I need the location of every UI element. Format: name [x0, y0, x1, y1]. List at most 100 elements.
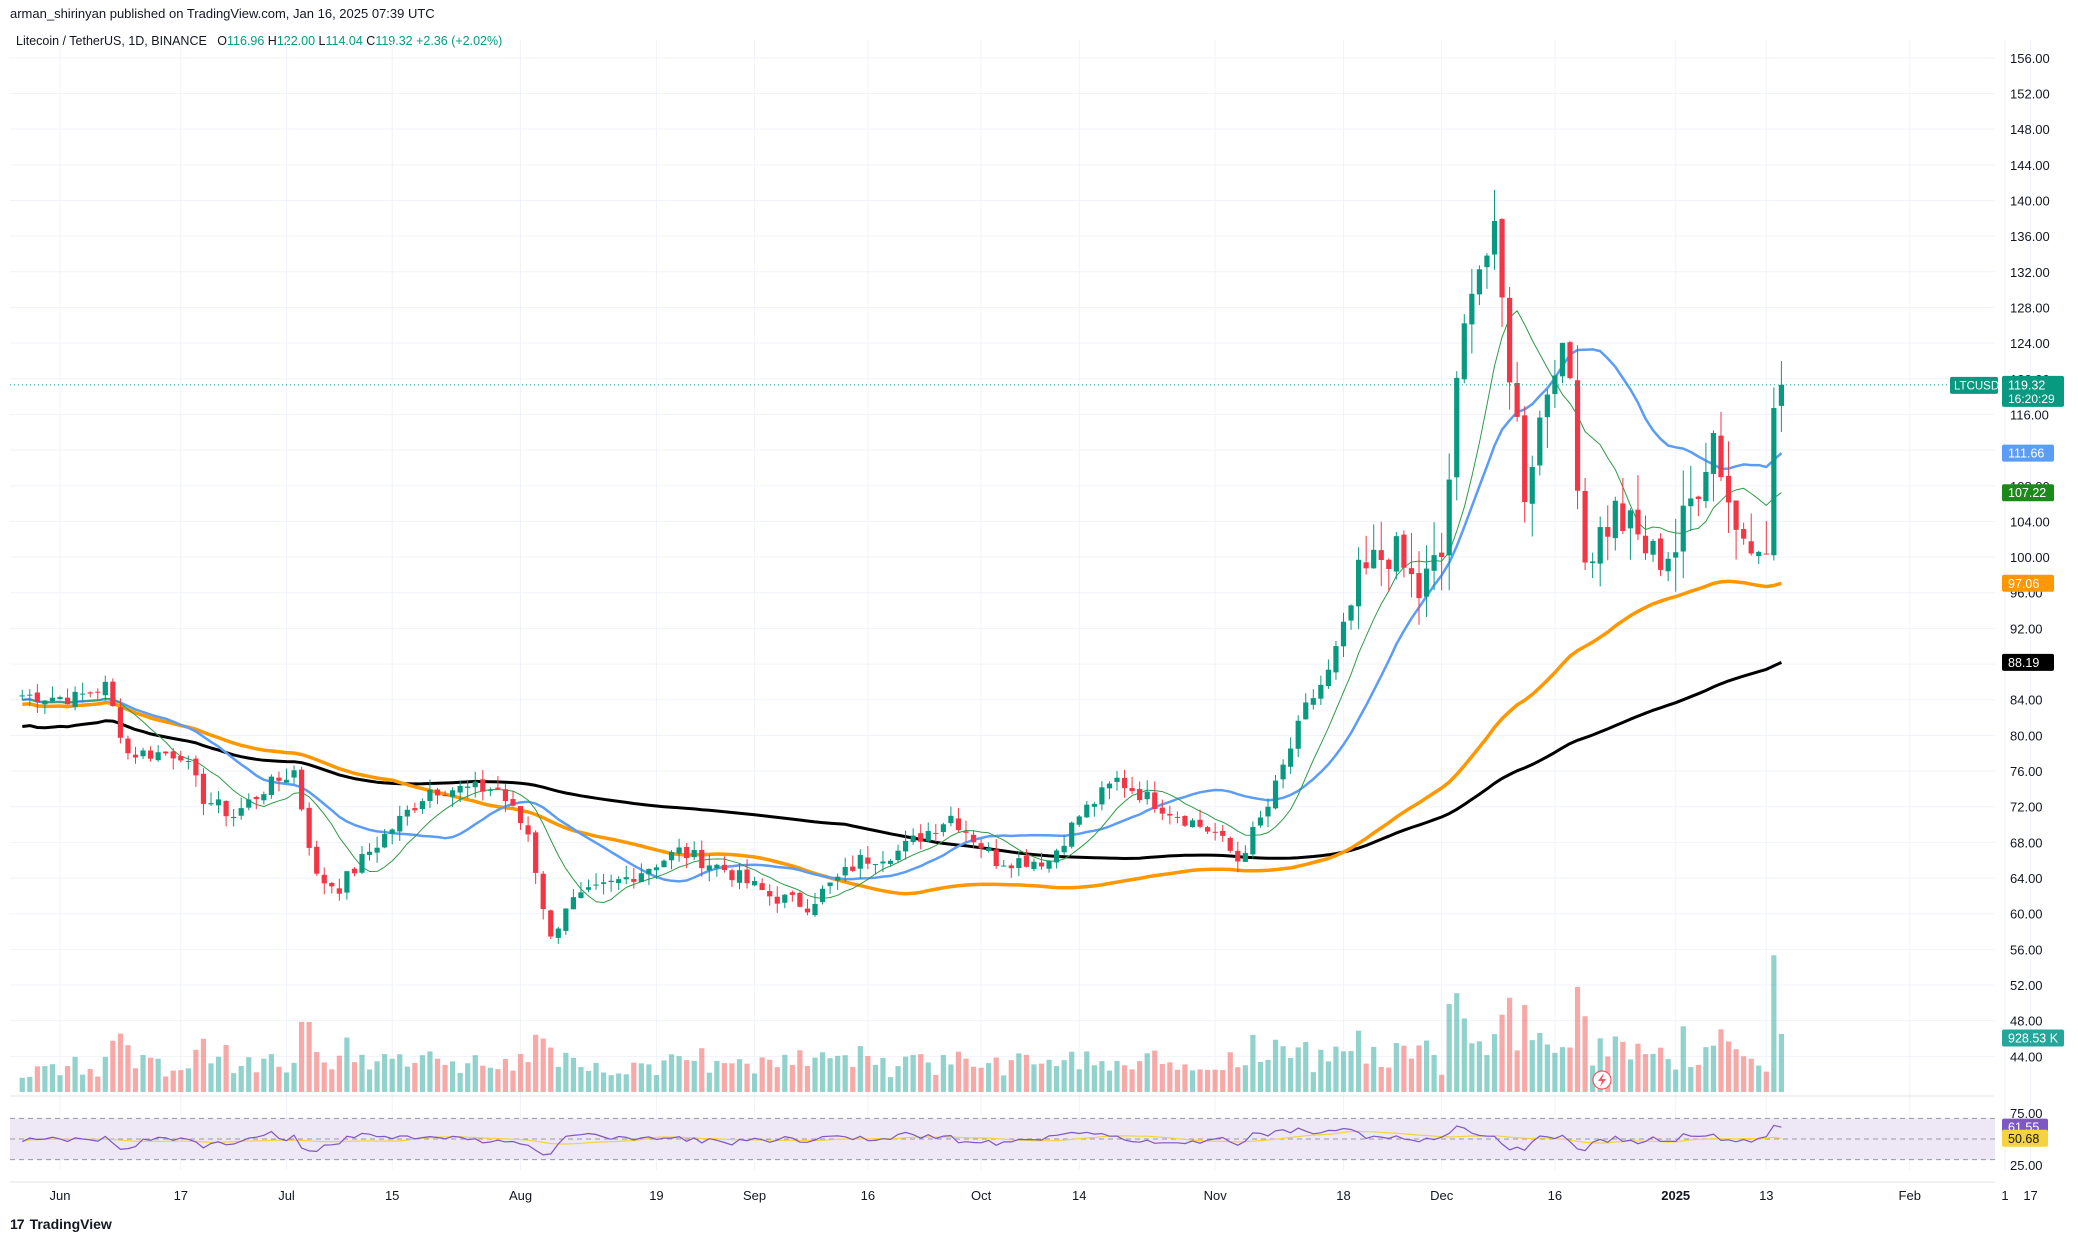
candle-body — [344, 871, 350, 893]
volume-bar — [585, 1070, 592, 1092]
time-tick-label: Nov — [1204, 1188, 1228, 1203]
candle — [925, 822, 931, 843]
candle — [1333, 640, 1339, 680]
volume-bar — [1476, 1041, 1482, 1092]
candle-body — [178, 756, 184, 761]
candle — [231, 809, 237, 827]
volume-bar — [1763, 1071, 1769, 1092]
candle — [1574, 345, 1581, 510]
volume-bar — [148, 1057, 154, 1092]
candle — [1205, 825, 1211, 834]
candle-body — [925, 831, 931, 842]
candle-body — [970, 834, 977, 843]
symbol-name: Litecoin / TetherUS, 1D, BINANCE — [16, 34, 207, 48]
candle-body — [759, 883, 765, 891]
volume-bar — [593, 1062, 599, 1092]
volume-bar — [412, 1062, 418, 1092]
volume-bar — [1574, 987, 1581, 1092]
volume-bar — [57, 1075, 63, 1092]
candle — [117, 698, 123, 744]
candle — [1054, 848, 1060, 869]
candle-body — [948, 815, 954, 824]
rsi-pane: 75.00 25.00 — [10, 1106, 2043, 1173]
volume-bar — [601, 1072, 607, 1092]
candle — [268, 774, 274, 799]
candle-body — [283, 779, 290, 783]
volume-bar — [1537, 1033, 1543, 1092]
candle-body — [200, 773, 207, 804]
candle — [1235, 841, 1241, 873]
candle — [1756, 550, 1762, 565]
candle-body — [1574, 380, 1581, 491]
volume-bar — [1023, 1054, 1029, 1092]
volume-bar — [442, 1064, 448, 1092]
candle — [64, 688, 71, 705]
candle — [1348, 604, 1354, 630]
candle-body — [1461, 323, 1467, 380]
candle — [140, 747, 146, 760]
candle — [578, 882, 584, 899]
candle — [1257, 810, 1264, 828]
candle — [238, 797, 244, 820]
candle-body — [72, 691, 78, 707]
volume-bar — [721, 1063, 727, 1092]
volume-bar — [336, 1055, 342, 1092]
candle-body — [351, 868, 358, 874]
candle — [865, 846, 871, 870]
candle-body — [1544, 394, 1550, 418]
candle — [1642, 515, 1649, 560]
candle — [1182, 815, 1188, 827]
volume-bar — [87, 1069, 93, 1092]
time-tick-label: 2025 — [1661, 1188, 1690, 1203]
candle — [850, 855, 856, 873]
candle — [910, 828, 916, 845]
candle-body — [261, 794, 267, 801]
volume-bar — [1778, 1034, 1784, 1092]
volume-bar — [684, 1060, 690, 1092]
candle — [510, 791, 516, 807]
volume-bar — [525, 1062, 531, 1092]
ma-tag-4-text: 88.19 — [2008, 656, 2039, 670]
candle — [1325, 659, 1331, 689]
volume-bar — [1250, 1034, 1256, 1092]
candle-body — [1688, 498, 1694, 507]
candle — [601, 873, 607, 895]
rsi-tick-label: 25.00 — [2010, 1158, 2043, 1173]
candle-body — [1310, 698, 1316, 705]
volume-bar — [774, 1067, 780, 1092]
volume-bar — [223, 1044, 229, 1092]
candle — [721, 856, 727, 873]
candle — [887, 859, 894, 867]
candle — [699, 840, 705, 877]
candle-body — [1363, 562, 1369, 569]
candle — [1378, 521, 1384, 587]
candle — [412, 802, 418, 813]
candle-body — [1756, 551, 1762, 557]
candle — [1318, 675, 1324, 705]
volume-bar — [1008, 1060, 1014, 1092]
candle-body — [185, 761, 191, 763]
volume-bar — [314, 1051, 320, 1092]
price-tick-label: 116.00 — [2010, 407, 2049, 422]
candle-body — [1371, 549, 1377, 569]
volume-bar — [19, 1077, 25, 1092]
candle-body — [140, 750, 146, 757]
candle-body — [57, 697, 63, 700]
candle — [1091, 801, 1097, 817]
candle-body — [487, 789, 493, 791]
volume-bar — [1695, 1064, 1701, 1092]
moving-averages — [22, 310, 1783, 904]
candle-body — [525, 825, 531, 835]
price-tick-label: 132.00 — [2010, 265, 2050, 280]
candle-body — [42, 700, 48, 705]
candle-body — [231, 816, 237, 819]
candle-body — [442, 794, 448, 797]
tradingview-brand[interactable]: 17 TradingView — [10, 1216, 112, 1232]
candle — [434, 787, 441, 805]
close-label: C — [366, 34, 376, 48]
volume-bar — [638, 1063, 644, 1092]
volume-bar — [110, 1040, 116, 1092]
candle — [223, 800, 229, 827]
volume-bar — [925, 1062, 931, 1092]
